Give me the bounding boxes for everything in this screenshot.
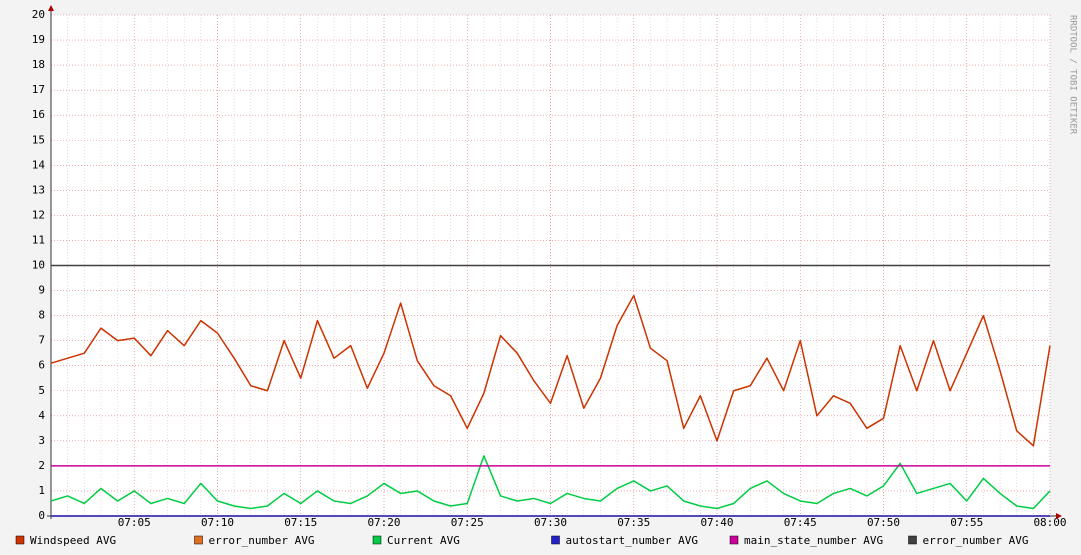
legend-swatch [551, 535, 560, 545]
y-tick-label: 5 [38, 384, 45, 397]
x-tick-label: 07:10 [201, 516, 234, 529]
y-tick-label: 19 [32, 33, 45, 46]
x-tick-label: 07:15 [284, 516, 317, 529]
y-tick-label: 12 [32, 208, 45, 221]
y-tick-label: 17 [32, 83, 45, 96]
x-tick-label: 07:25 [451, 516, 484, 529]
x-tick-label: 07:55 [950, 516, 983, 529]
axis-arrow [1056, 513, 1062, 519]
legend-label: Windspeed AVG [30, 534, 116, 547]
y-tick-label: 9 [38, 284, 45, 297]
x-tick-label: 07:30 [534, 516, 567, 529]
series-line [50, 455, 1051, 510]
x-tick-label: 07:35 [617, 516, 650, 529]
y-tick-label: 10 [32, 259, 45, 272]
y-tick-label: 11 [32, 233, 45, 246]
axis-arrow [48, 5, 54, 11]
x-tick-label: 07:40 [700, 516, 733, 529]
x-tick-label: 07:50 [867, 516, 900, 529]
legend-label: error_number AVG [923, 534, 1029, 547]
y-tick-label: 20 [32, 8, 45, 21]
x-tick-label: 07:45 [784, 516, 817, 529]
legend-swatch [908, 535, 917, 545]
y-tick-label: 0 [38, 509, 45, 522]
legend-swatch [194, 535, 203, 545]
y-tick-label: 13 [32, 183, 45, 196]
y-tick-label: 2 [38, 459, 45, 472]
y-tick-label: 6 [38, 359, 45, 372]
legend-label: autostart_number AVG [566, 534, 698, 547]
x-tick-label: 08:00 [1033, 516, 1066, 529]
watermark: RRDTOOL / TOBI OETIKER [1068, 15, 1078, 135]
legend-label: Current AVG [387, 534, 460, 547]
y-tick-label: 8 [38, 309, 45, 322]
legend-label: main_state_number AVG [744, 534, 883, 547]
x-tick-label: 07:05 [118, 516, 151, 529]
y-tick-label: 15 [32, 133, 45, 146]
legend-swatch [15, 535, 25, 545]
legend-swatch [372, 535, 382, 545]
y-tick-label: 1 [38, 484, 45, 497]
y-tick-label: 16 [32, 108, 45, 121]
x-tick-label: 07:20 [367, 516, 400, 529]
y-tick-label: 4 [38, 409, 45, 422]
series-line [50, 294, 1051, 447]
legend-label: error_number AVG [209, 534, 315, 547]
y-tick-label: 18 [32, 58, 45, 71]
y-tick-label: 3 [38, 434, 45, 447]
legend-swatch [729, 535, 739, 545]
y-tick-label: 14 [32, 158, 46, 171]
y-tick-label: 7 [38, 334, 45, 347]
